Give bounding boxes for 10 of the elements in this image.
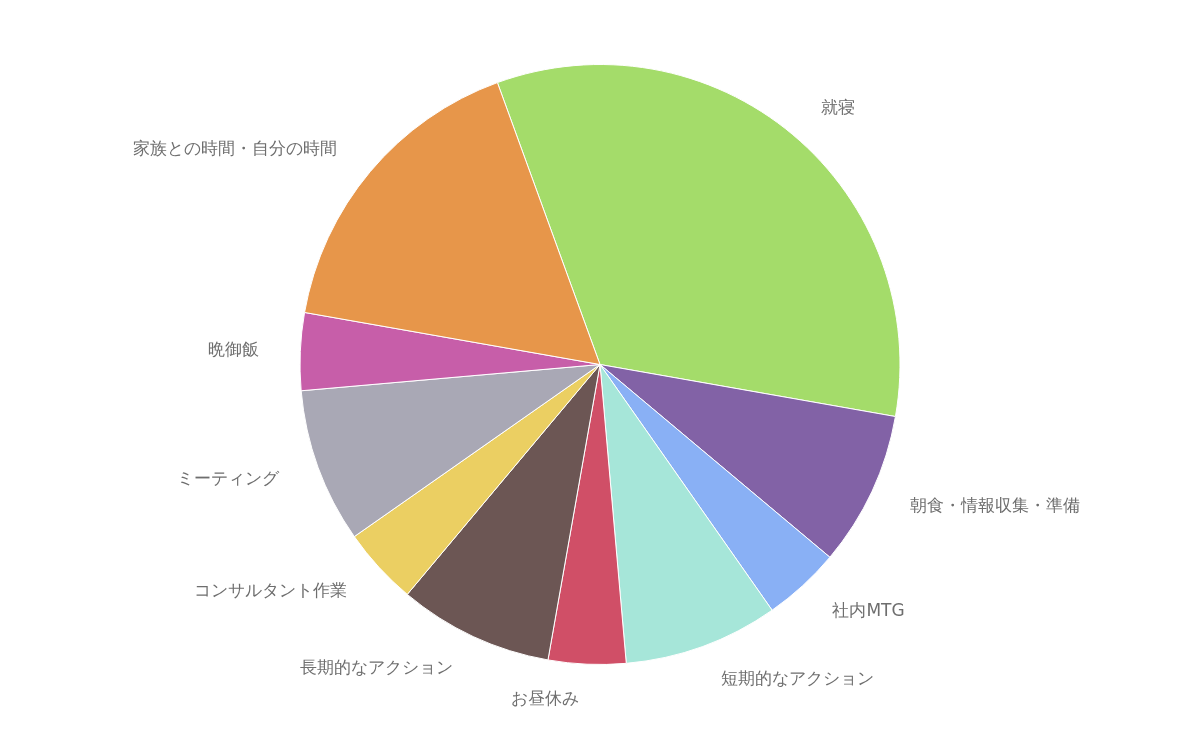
slice-label: 短期的なアクション xyxy=(720,668,874,689)
slice-label: 家族との時間・自分の時間 xyxy=(133,138,338,159)
slice-label: お昼休み xyxy=(511,688,580,709)
slice-label: 就寝 xyxy=(821,96,856,117)
slice-label: 晩御飯 xyxy=(208,338,260,359)
slice-label: コンサルタント作業 xyxy=(194,579,348,600)
slice-label: 朝食・情報収集・準備 xyxy=(909,494,1080,515)
slice-label: ミーティング xyxy=(177,468,281,489)
slice-label: 社内MTG xyxy=(832,600,905,621)
slice-label: 長期的なアクション xyxy=(299,657,453,678)
